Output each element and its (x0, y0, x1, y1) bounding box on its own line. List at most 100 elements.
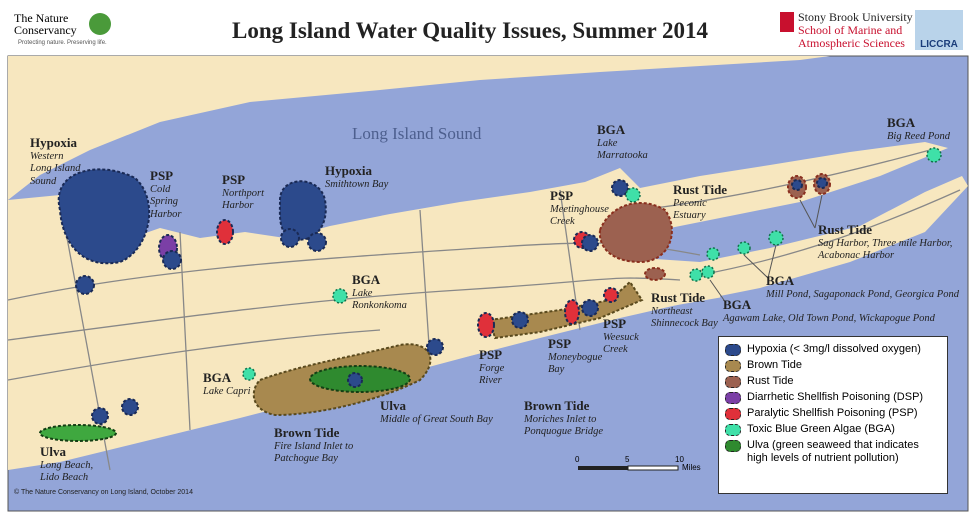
scale-tick: 5 (625, 455, 630, 464)
map-label: BGA Big Reed Pond (887, 115, 950, 143)
map-label: PSP Cold Spring Harbor (150, 168, 182, 221)
label-title: BGA (203, 370, 232, 385)
label-detail: Peconic Estuary (673, 197, 707, 222)
legend: Hypoxia (< 3mg/l dissolved oxygen) Brown … (718, 336, 948, 494)
label-title: BGA (887, 115, 916, 130)
areas (39, 168, 831, 442)
label-detail: Lake Ronkonkoma (352, 287, 407, 312)
university-logo (780, 12, 794, 32)
label-title: Ulva (40, 444, 66, 459)
water-label: Long Island Sound (352, 124, 482, 143)
legend-label: Hypoxia (< 3mg/l dissolved oxygen) (747, 343, 921, 355)
label-detail: Middle of Great South Bay (380, 413, 493, 425)
label-detail: Forge River (479, 362, 505, 387)
map-label: Rust Tide Peconic Estuary (673, 182, 727, 223)
label-detail: Lake Marratooka (597, 137, 648, 162)
org-name: The Nature Conservancy (14, 11, 77, 37)
scale-unit: Miles (682, 463, 701, 472)
legend-label: Paralytic Shellfish Poisoning (PSP) (747, 407, 918, 419)
label-detail: Lake Capri (203, 385, 251, 397)
map-label: Brown Tide Fire Island Inlet to Patchogue… (274, 425, 353, 466)
long-island (8, 142, 968, 470)
legend-label: Toxic Blue Green Algae (BGA) (747, 423, 895, 435)
label-detail: Moneybogue Bay (548, 351, 603, 376)
label-detail: Moriches Inlet to Ponquogue Bridge (524, 413, 604, 438)
label-title: Brown Tide (524, 398, 590, 413)
map-label: PSP Weesuck Creek (603, 316, 639, 357)
label-title: Brown Tide (274, 425, 340, 440)
title: Long Island Water Quality Issues, Summer… (232, 18, 709, 43)
bga-points (242, 147, 942, 381)
legend-item: Diarrhetic Shellfish Poisoning (DSP) (723, 391, 943, 404)
label-detail: Northport Harbor (222, 187, 265, 212)
label-detail: Agawam Lake, Old Town Pond, Wickapogue P… (723, 312, 935, 324)
legend-swatch (725, 360, 741, 372)
legend-item: Rust Tide (723, 375, 943, 388)
label-title: BGA (352, 272, 381, 287)
label-detail: Meetinghouse Creek (550, 203, 609, 228)
label-title: PSP (479, 347, 503, 362)
label-detail: Cold Spring Harbor (150, 183, 182, 220)
map-label: Hypoxia Smithtown Bay (325, 163, 388, 191)
scale-tick: 0 (575, 455, 580, 464)
label-title: BGA (766, 273, 795, 288)
map-label: BGA Lake Capri (203, 370, 251, 398)
map-label: Ulva Middle of Great South Bay (380, 398, 493, 426)
legend-swatch (725, 392, 741, 404)
legend-label: Ulva (green seaweed that indicates high … (747, 439, 919, 464)
school: School of Marine and Atmospheric Science… (798, 23, 905, 50)
legend-swatch (725, 440, 741, 452)
legend-item: Brown Tide (723, 359, 943, 372)
label-detail: Fire Island Inlet to Patchogue Bay (274, 440, 354, 465)
map-label: Ulva Long Beach, Lido Beach (40, 444, 93, 485)
legend-item: Paralytic Shellfish Poisoning (PSP) (723, 407, 943, 420)
label-title: Hypoxia (30, 135, 77, 150)
label-detail: Smithtown Bay (325, 178, 389, 190)
org-logo (89, 13, 111, 35)
legend-swatch (725, 376, 741, 388)
map-label: BGA Lake Ronkonkoma (352, 272, 407, 313)
map-label: Hypoxia Western Long Island Sound (30, 135, 80, 188)
map-label: PSP Northport Harbor (222, 172, 264, 213)
map-label: BGA Agawam Lake, Old Town Pond, Wickapogu… (723, 297, 935, 325)
legend-label: Rust Tide (747, 375, 794, 387)
hypoxia-points (75, 177, 828, 425)
label-title: PSP (548, 336, 572, 351)
map-label: PSP Meetinghouse Creek (550, 188, 609, 229)
map-label: BGA Lake Marratooka (597, 122, 648, 163)
label-title: Rust Tide (651, 290, 706, 305)
label-title: PSP (222, 172, 246, 187)
label-title: Hypoxia (325, 163, 372, 178)
map-label: PSP Forge River (479, 347, 504, 388)
legend-label: Brown Tide (747, 359, 803, 371)
leader-lines (709, 194, 823, 304)
label-detail: Sag Harbor, Three mile Harbor, Acabonac … (818, 237, 953, 262)
org-tagline: Protecting nature. Preserving life. (18, 40, 107, 46)
legend-item: Hypoxia (< 3mg/l dissolved oxygen) (723, 343, 943, 356)
label-detail: Mill Pond, Sagaponack Pond, Georgica Pon… (766, 288, 959, 300)
legend-label: Diarrhetic Shellfish Poisoning (DSP) (747, 391, 924, 403)
label-title: Rust Tide (673, 182, 728, 197)
map-label: Rust Tide Sag Harbor, Three mile Harbor, … (818, 222, 952, 263)
legend-swatch (725, 408, 741, 420)
partner-logo: LICCRA (915, 10, 963, 50)
label-title: Ulva (380, 398, 406, 413)
legend-item: Ulva (green seaweed that indicates high … (723, 439, 943, 465)
legend-swatch (725, 344, 741, 356)
map-label: PSP Moneybogue Bay (548, 336, 602, 377)
label-detail: Northeast Shinnecock Bay (651, 305, 718, 330)
label-detail: Western Long Island Sound (30, 150, 81, 187)
label-detail: Big Reed Pond (887, 130, 950, 142)
label-title: BGA (723, 297, 752, 312)
label-title: PSP (603, 316, 627, 331)
label-title: BGA (597, 122, 626, 137)
mainland (8, 56, 830, 200)
legend-item: Toxic Blue Green Algae (BGA) (723, 423, 943, 436)
scale-bar (578, 465, 679, 471)
label-detail: Weesuck Creek (603, 331, 639, 356)
legend-swatch (725, 424, 741, 436)
map-label: Rust Tide Northeast Shinnecock Bay (651, 290, 718, 331)
scale-tick: 10 (675, 455, 684, 464)
